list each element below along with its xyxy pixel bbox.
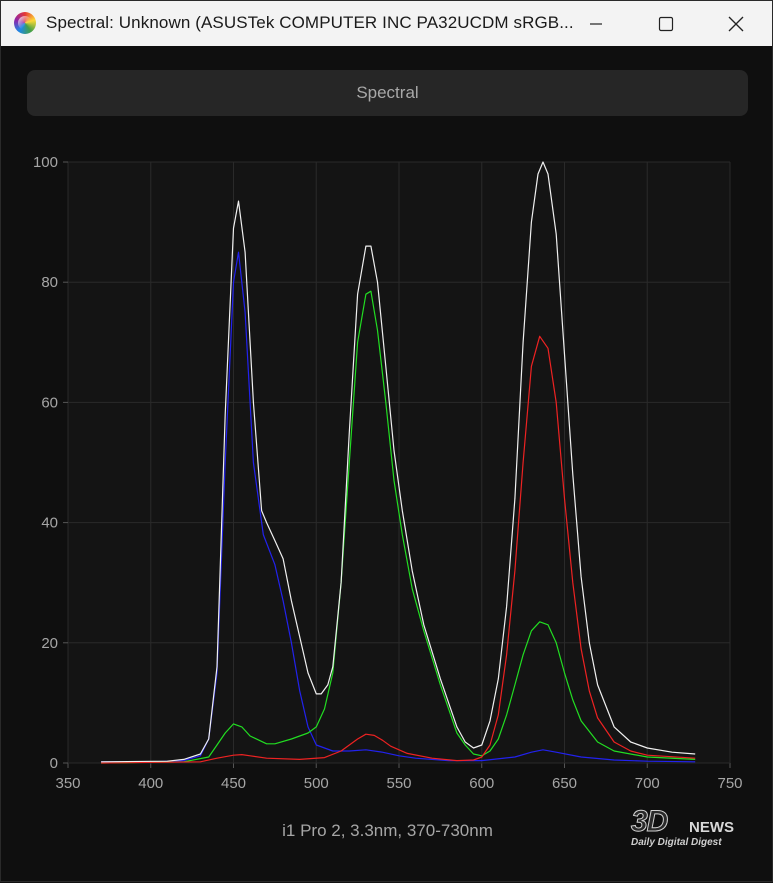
series-line xyxy=(101,290,696,764)
y-tick-label: 80 xyxy=(41,274,58,291)
x-tick-label: 500 xyxy=(304,775,329,792)
y-tick-label: 100 xyxy=(33,154,58,171)
watermark-news: NEWS xyxy=(689,819,734,836)
x-tick-label: 450 xyxy=(221,775,246,792)
series-line xyxy=(101,335,696,764)
series-lines xyxy=(101,161,696,764)
y-tick-label: 0 xyxy=(50,755,58,772)
y-tick-label: 60 xyxy=(41,394,58,411)
minimize-icon xyxy=(590,22,602,25)
y-tick-label: 20 xyxy=(41,635,58,652)
series-line xyxy=(101,251,696,763)
series-line xyxy=(101,161,696,763)
spectral-button[interactable]: Spectral xyxy=(27,70,748,116)
maximize-button[interactable] xyxy=(631,1,701,46)
close-icon xyxy=(728,16,744,31)
x-tick-label: 550 xyxy=(386,775,411,792)
chart-caption: i1 Pro 2, 3.3nm, 370-730nm xyxy=(282,821,493,840)
close-button[interactable] xyxy=(701,1,771,46)
tick-labels: 350 400 450 500 550 600 650 700 750 0 20 40 60 80 100 xyxy=(33,154,743,792)
watermark-main: 3D xyxy=(630,805,668,839)
x-tick-label: 600 xyxy=(469,775,494,792)
x-tick-label: 650 xyxy=(552,775,577,792)
x-tick-label: 400 xyxy=(138,775,163,792)
chart-grid xyxy=(63,161,731,768)
title-bar[interactable]: Spectral: Unknown (ASUSTek COMPUTER INC … xyxy=(1,1,772,46)
watermark-logo: 3D NEWS Daily Digital Digest xyxy=(627,801,757,856)
x-tick-label: 750 xyxy=(717,775,742,792)
maximize-icon xyxy=(658,16,674,31)
window-title: Spectral: Unknown (ASUSTek COMPUTER INC … xyxy=(46,13,574,32)
watermark-sub: Daily Digital Digest xyxy=(631,837,722,848)
minimize-button[interactable] xyxy=(561,1,631,46)
y-tick-label: 40 xyxy=(41,515,58,532)
x-tick-label: 700 xyxy=(635,775,660,792)
x-tick-label: 350 xyxy=(55,775,80,792)
app-icon xyxy=(14,12,36,34)
